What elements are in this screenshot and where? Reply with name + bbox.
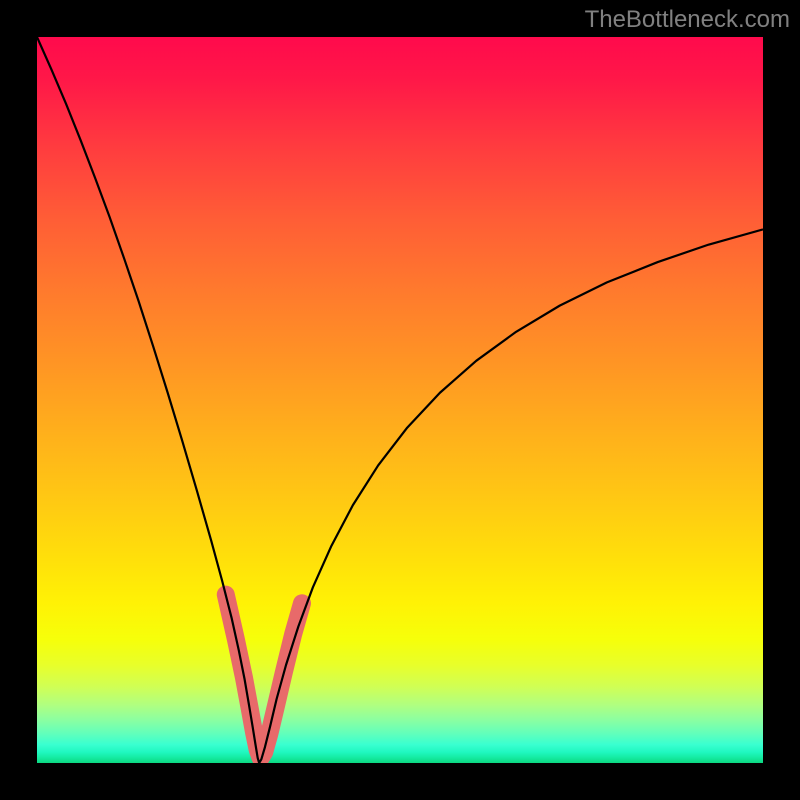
plot-area	[37, 37, 763, 763]
plot-background	[37, 37, 763, 763]
chart-svg	[37, 37, 763, 763]
watermark-text: TheBottleneck.com	[585, 6, 790, 34]
